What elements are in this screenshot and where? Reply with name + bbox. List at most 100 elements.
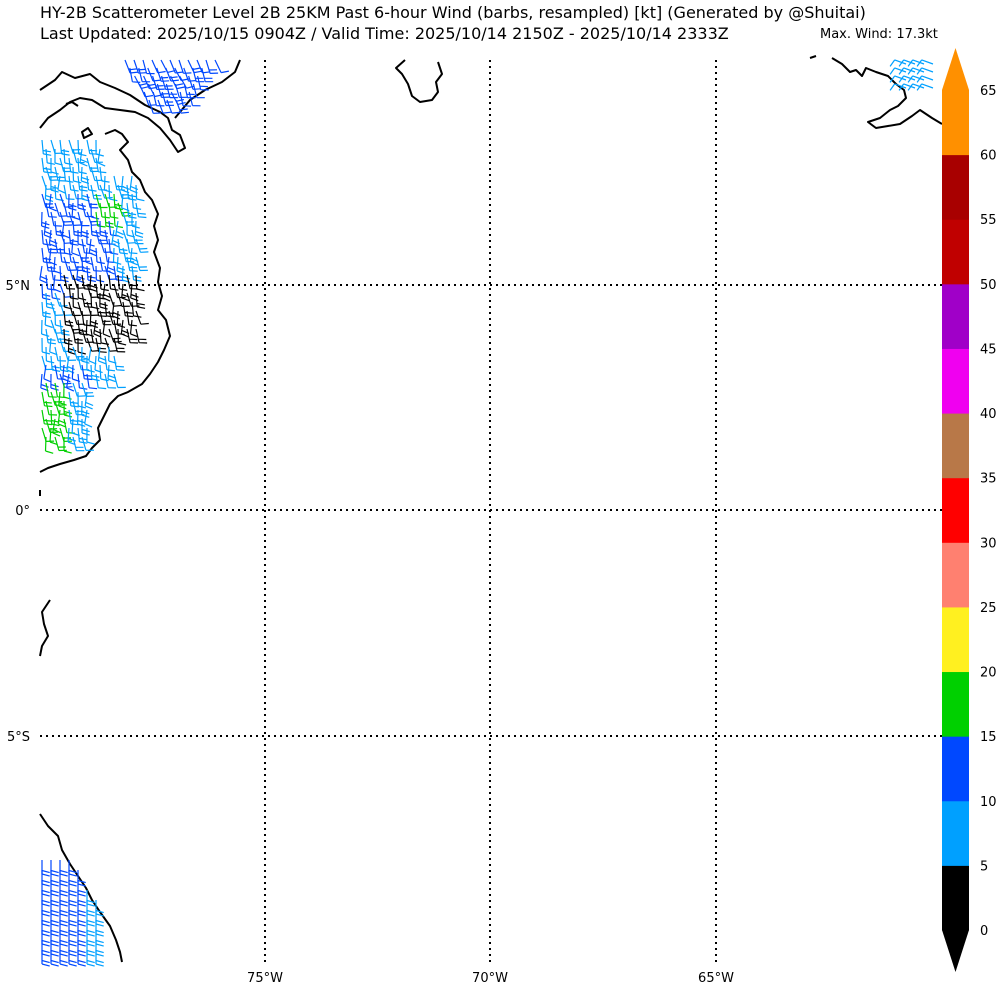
wind-barb [135,310,149,325]
wind-barb [131,265,142,282]
wind-barb [95,157,107,174]
wind-barb [90,292,100,310]
wind-barb [97,148,106,167]
wind-barb [86,950,95,967]
wind-barb [54,184,64,202]
colorbar-tick-label: 25 [980,601,997,616]
wind-barb [77,194,86,211]
colorbar-segment [942,154,969,220]
colorbar-tick-label: 50 [980,278,997,293]
wind-barb [63,346,77,361]
wind-barb [50,301,64,316]
colorbar-segment [942,606,969,673]
wind-barb [77,139,87,157]
wind-barb [50,158,59,175]
colorbar-tick-label: 40 [980,407,997,422]
wind-barb [81,419,90,436]
wind-barb [50,373,59,391]
wind-barb [81,256,91,274]
lat-label-5n: 5°N [6,279,31,294]
coastline [39,55,943,963]
wind-barb [898,59,916,67]
wind-barb [63,238,73,256]
wind-barb [54,400,68,415]
wind-barb [86,427,95,445]
colorbar-tick-label: 5 [980,859,988,874]
wind-barb [58,391,67,410]
wind-barbs [39,59,934,967]
wind-barb [192,83,205,99]
wind-barb [113,337,126,353]
wind-barb [77,229,86,247]
wind-barb [66,355,75,374]
wind-barb [108,292,122,307]
wind-barb [44,184,54,202]
wind-barb [90,202,100,220]
wind-barb [916,67,934,75]
wind-barb [156,83,170,98]
wind-barb [138,83,154,98]
wind-barb [889,59,907,67]
wind-barb [117,274,128,291]
colorbar-tick-label: 0 [980,924,988,939]
wind-barb [44,310,53,329]
wind-barb [77,211,90,227]
colorbar-segment [942,90,969,156]
colorbar-tick-label: 10 [980,795,997,810]
wind-barb [62,364,71,383]
colorbar-tick-label: 35 [980,472,997,487]
wind-barb [188,91,201,107]
wind-barb [121,175,130,194]
wind-barb [103,175,113,193]
colorbar-tick-label: 45 [980,342,997,357]
wind-barb [102,319,111,338]
wind-barb [77,283,87,301]
wind-barb [108,274,119,291]
wind-barb [135,292,146,309]
wind-barb [916,59,934,67]
wind-barb [52,274,62,293]
lon-label-75w: 75°W [247,971,283,986]
colorbar-extend-max [942,48,969,90]
graticule [40,60,942,962]
wind-barb [54,436,67,452]
wind-barb [63,292,73,310]
wind-barb [898,67,916,75]
wind-barb [63,400,73,418]
wind-barb [197,75,209,91]
wind-barb [889,83,907,91]
wind-barb [49,337,58,356]
wind-barb [59,301,73,316]
wind-barb [50,319,64,334]
wind-barb [41,409,53,426]
wind-barb [54,202,68,217]
wind-barb [45,202,57,218]
wind-barb [916,83,934,91]
wind-barb [50,283,61,300]
wind-barb [67,337,77,355]
map-title: HY-2B Scatterometer Level 2B 25KM Past 6… [40,3,866,22]
wind-barb [179,91,192,107]
wind-barb [898,75,916,83]
wind-barb [41,319,50,337]
wind-barb [178,59,192,74]
wind-barb [898,83,916,91]
wind-barb [81,202,94,218]
wind-barb [99,166,110,183]
wind-barb [104,373,117,389]
wind-barb [81,346,90,364]
wind-barb [135,274,145,292]
max-wind-label: Max. Wind: 17.3kt [820,27,938,42]
wind-barb [134,220,144,238]
wind-barb [108,184,118,202]
wind-barb [54,310,64,328]
wind-barb [174,83,188,98]
wind-barb [129,319,139,338]
wind-barb [99,274,109,292]
wind-barb [90,364,100,382]
wind-barb [59,860,68,877]
colorbar-tick-label: 30 [980,536,997,551]
wind-barb [192,67,205,83]
lon-labels: 75°W 70°W 65°W [247,971,734,986]
